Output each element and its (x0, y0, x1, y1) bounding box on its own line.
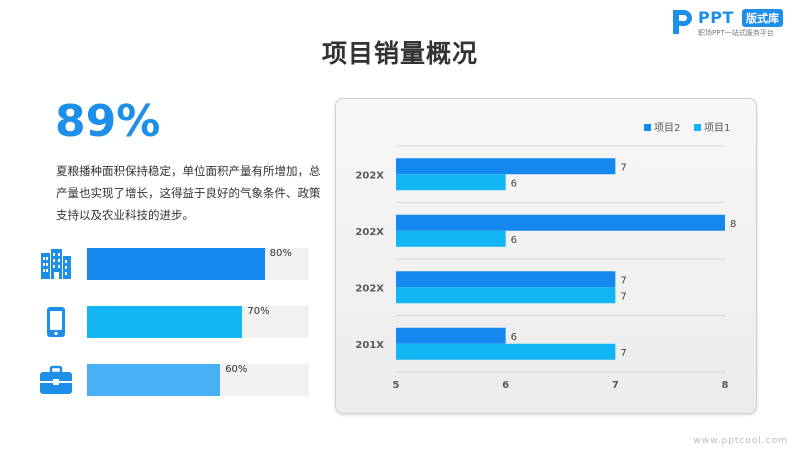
watermark: www.pptcool.com (693, 436, 788, 446)
bar-series1 (396, 343, 616, 360)
highlight-percent: 89% (55, 96, 161, 147)
bar-series1 (396, 287, 616, 304)
data-label: 6 (511, 235, 517, 246)
stat-track-3: 60% (87, 364, 309, 396)
data-label: 7 (620, 291, 626, 302)
bar-chart: 202X 7 6 202X 8 6 202X 7 7 201X 6 7 5 6 7 8 项目2 项目1 (355, 122, 736, 391)
stat-fill-3 (87, 364, 221, 396)
stat-row-1: 80% (38, 248, 310, 280)
bar-series1 (396, 174, 506, 191)
bar-series2 (396, 158, 616, 175)
logo-badge: 版式库 (742, 9, 783, 27)
stat-label-2: 70% (247, 306, 270, 317)
legend-label: 项目2 (654, 122, 680, 134)
briefcase-icon (40, 365, 72, 394)
brand-logo: PPT 版式库 职场PPT一站式服务平台 (670, 8, 788, 38)
data-label: 6 (511, 178, 517, 189)
chart-panel: 202X 7 6 202X 8 6 202X 7 7 201X 6 7 5 6 7 8 项目2 项目1 (335, 98, 757, 414)
category-label: 202X (355, 227, 384, 238)
stat-track-1: 80% (87, 248, 309, 280)
legend-label: 项目1 (704, 122, 730, 134)
data-label: 7 (620, 275, 626, 286)
category-label: 201X (355, 340, 384, 351)
stat-fill-1 (87, 248, 265, 280)
legend-swatch (644, 124, 651, 131)
bar-series2 (396, 271, 616, 288)
stat-row-3: 60% (38, 364, 310, 396)
stat-row-2: 70% (38, 306, 310, 338)
x-tick-label: 7 (612, 380, 619, 391)
legend-swatch (694, 124, 701, 131)
category-label: 202X (355, 170, 384, 181)
data-label: 7 (620, 162, 626, 173)
logo-brand-text: PPT (698, 8, 734, 27)
bar-series2 (396, 327, 506, 344)
data-label: 7 (620, 348, 626, 359)
data-label: 8 (730, 219, 736, 230)
logo-tagline: 职场PPT一站式服务平台 (698, 29, 774, 37)
stat-fill-2 (87, 306, 243, 338)
page-title: 项目销量概况 (321, 39, 478, 68)
category-label: 202X (355, 283, 384, 294)
office-building-icon (41, 249, 71, 279)
bar-series2 (396, 214, 725, 231)
stat-label-1: 80% (269, 248, 292, 259)
logo-p-icon (673, 10, 692, 34)
bar-series1 (396, 230, 506, 247)
stat-label-3: 60% (225, 364, 248, 375)
x-tick-label: 6 (502, 380, 509, 391)
stat-track-2: 70% (87, 306, 309, 338)
tablet-icon (47, 307, 65, 337)
data-label: 6 (511, 332, 517, 343)
highlight-description: 夏粮播种面积保持稳定，单位面积产量有所增加，总产量也实现了增长，这得益于良好的气… (56, 164, 321, 222)
x-tick-label: 8 (722, 380, 729, 391)
x-tick-label: 5 (393, 380, 400, 391)
